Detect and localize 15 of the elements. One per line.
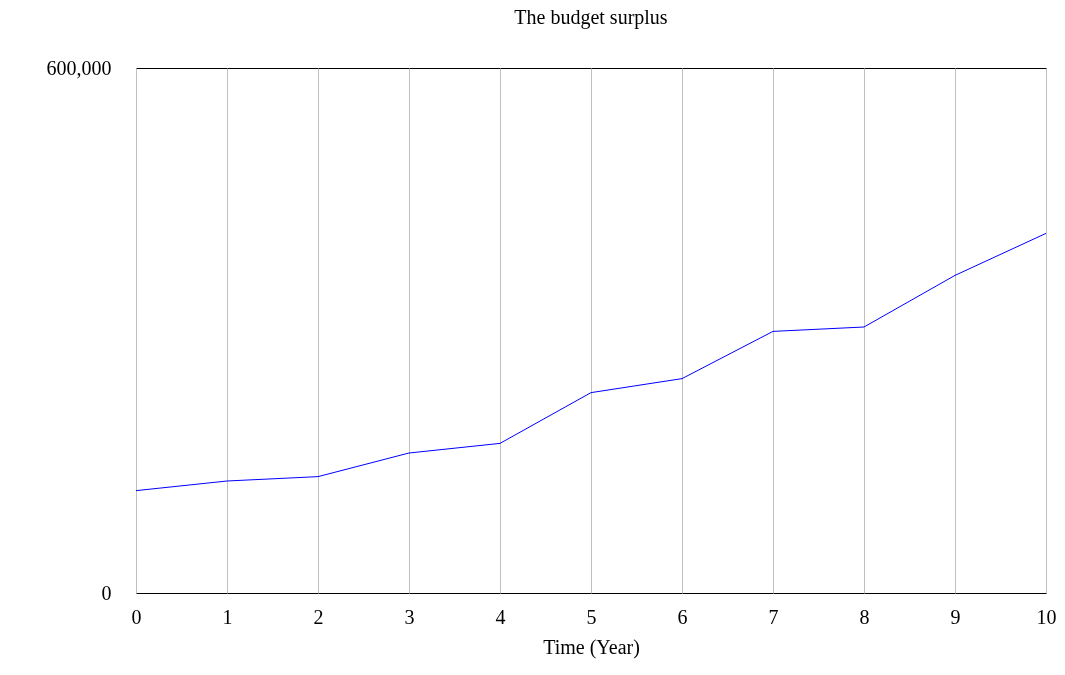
x-tick-label: 6 [677,605,688,628]
x-tick-label: 9 [950,605,961,628]
chart-title: The budget surplus [514,6,668,29]
x-tick-label: 1 [222,605,233,628]
x-tick-label: 5 [586,605,597,628]
x-tick-label: 0 [131,605,142,628]
x-tick-label: 2 [313,605,324,628]
y-tick-label: 600,000 [46,56,112,79]
x-axis-title: Time (Year) [543,635,640,659]
x-tick-label: 3 [404,605,415,628]
x-tick-label: 10 [1036,605,1057,628]
line-series [135,232,1047,492]
x-tick-label: 7 [768,605,779,628]
x-tick-label: 8 [859,605,870,628]
x-tick-label: 4 [495,605,506,628]
